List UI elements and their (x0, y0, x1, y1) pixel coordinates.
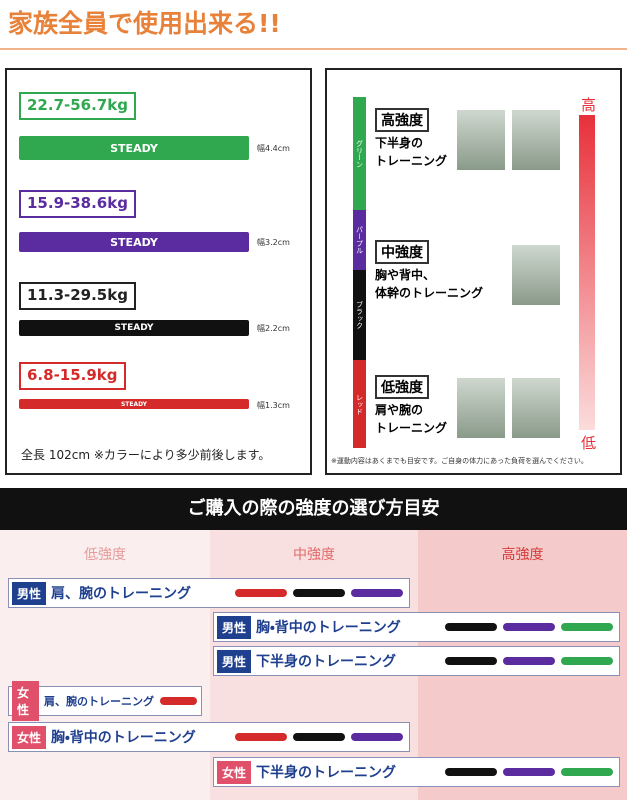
mini-band (159, 697, 197, 705)
load-label: 15.9-38.6kg (19, 190, 136, 218)
guide-row: 男性 胸・背中のトレーニング (213, 612, 620, 642)
level-text: 胸や背中、体幹のトレーニング (375, 266, 483, 302)
gender-tag: 男性 (217, 649, 252, 673)
band: STEADY (19, 232, 249, 252)
photo (512, 378, 560, 438)
column-header: 低強度 (84, 547, 126, 563)
scale-bar (579, 115, 595, 430)
band: STEADY (19, 320, 249, 336)
mini-band (503, 657, 555, 665)
band: STEADY (19, 136, 249, 160)
level-label: 高強度 (375, 108, 429, 132)
scale-low: 低 (581, 434, 597, 452)
band: STEADY (19, 399, 249, 409)
photo (457, 378, 505, 438)
column-header: 高強度 (501, 547, 544, 563)
text-line: 胸や背中、 (375, 268, 436, 282)
target: 肩、腕のトレーニング (43, 695, 154, 708)
scale-high: 高 (581, 96, 597, 114)
mini-band (503, 623, 555, 631)
guide-title: ご購入の際の強度の選び方目安 (0, 488, 627, 530)
color-label: ブラック (353, 270, 366, 360)
mini-band (503, 768, 555, 776)
page-title: 家族全員で使用出来る!! (8, 9, 281, 38)
width-label: 幅4.4cm (257, 144, 290, 153)
band-panel: 22.7-56.7kg STEADY 幅4.4cm 15.9-38.6kg ST… (5, 68, 312, 475)
guide-row: 男性 肩、腕のトレーニング (8, 578, 410, 608)
guide-row: 男性 下半身のトレーニング (213, 646, 620, 676)
width-label: 幅1.3cm (257, 401, 290, 410)
gender-tag: 女性 (12, 681, 39, 721)
gender-tag: 男性 (12, 581, 47, 605)
color-label: グリーン (353, 97, 366, 210)
target: 胸・背中のトレーニング (51, 730, 196, 746)
text-line: トレーニング (375, 154, 448, 168)
intensity-panel: グリーン パープル ブラック レッド 高強度 下半身のトレーニング 中強度 胸や… (325, 68, 622, 475)
mini-band (561, 623, 613, 631)
load-label: 11.3-29.5kg (19, 282, 136, 310)
gender-tag: 男性 (217, 615, 252, 639)
width-label: 幅3.2cm (257, 238, 290, 247)
color-label: パープル (353, 210, 366, 270)
level-text: 肩や腕のトレーニング (375, 401, 447, 437)
note: ※運動内容はあくまでも目安です。ご自身の体力にあった負荷を選んでください。 (331, 457, 588, 465)
guide-row: 女性 胸・背中のトレーニング (8, 722, 410, 752)
mini-band (235, 733, 287, 741)
gender-tag: 女性 (12, 725, 47, 749)
photo (512, 110, 560, 170)
mini-band (351, 589, 403, 597)
text-line: 肩や腕の (375, 403, 424, 417)
mini-band (445, 657, 497, 665)
level-label: 低強度 (375, 375, 429, 399)
color-label: レッド (353, 360, 366, 448)
photo (512, 245, 560, 305)
gender-tag: 女性 (217, 760, 252, 784)
target: 下半身のトレーニング (256, 654, 397, 670)
width-label: 幅2.2cm (257, 324, 290, 333)
mini-band (561, 657, 613, 665)
target: 下半身のトレーニング (256, 765, 397, 781)
text-line: 下半身の (375, 136, 424, 150)
photo (457, 110, 505, 170)
guide-row: 女性 下半身のトレーニング (213, 757, 620, 787)
column-header: 中強度 (293, 547, 335, 563)
level-text: 下半身のトレーニング (375, 134, 447, 170)
mini-band (561, 768, 613, 776)
mini-band (293, 589, 345, 597)
text-line: 体幹のトレーニング (375, 286, 484, 300)
mini-band (351, 733, 403, 741)
target: 胸・背中のトレーニング (256, 620, 401, 636)
mini-band (445, 768, 497, 776)
length-note: 全長 102cm ※カラーにより多少前後します。 (21, 448, 271, 462)
column: 低強度 (0, 530, 210, 800)
text-line: トレーニング (375, 421, 448, 435)
divider (0, 48, 627, 50)
mini-band (235, 589, 287, 597)
guide-row: 女性 肩、腕のトレーニング (8, 681, 202, 721)
mini-band (293, 733, 345, 741)
level-label: 中強度 (375, 240, 429, 264)
load-label: 6.8-15.9kg (19, 362, 126, 390)
mini-band (445, 623, 497, 631)
target: 肩、腕のトレーニング (51, 586, 192, 602)
load-label: 22.7-56.7kg (19, 92, 136, 120)
